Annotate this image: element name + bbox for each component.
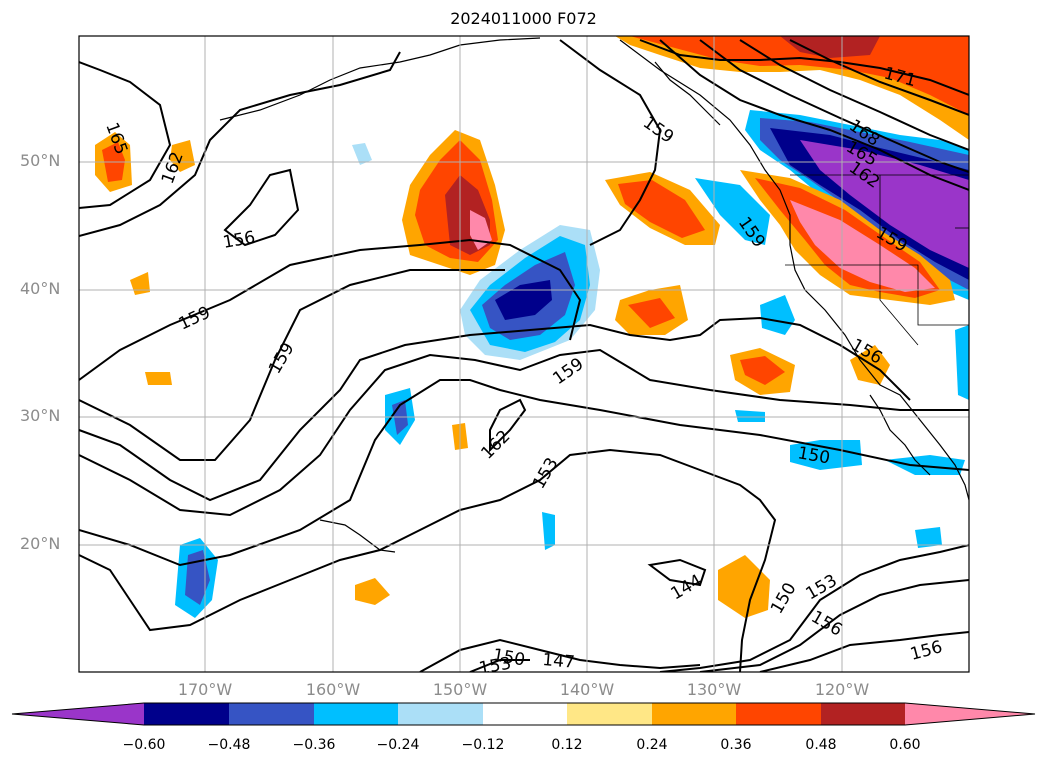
shading-layer xyxy=(95,36,969,618)
colorbar-label: −0.48 xyxy=(207,737,251,753)
borders xyxy=(785,174,969,346)
graticule xyxy=(79,36,969,672)
colorbar-swatch xyxy=(483,703,567,725)
contour-label: 147 xyxy=(542,650,576,673)
colorbar-label: 0.60 xyxy=(889,737,921,753)
contour-label: 153 xyxy=(477,654,512,679)
colorbar-swatch xyxy=(567,703,652,725)
map-title: 2024011000 F072 xyxy=(450,9,597,28)
lon-label: 160°W xyxy=(305,680,361,699)
lon-label: 170°W xyxy=(177,680,233,699)
colorbar-swatch xyxy=(144,703,229,725)
colorbar-extend-left xyxy=(12,703,144,725)
lat-label: 50°N xyxy=(20,151,61,170)
colorbar-label: −0.36 xyxy=(292,737,336,753)
lat-label: 30°N xyxy=(20,406,61,425)
colorbar-label: 0.24 xyxy=(636,737,668,753)
height-contours xyxy=(79,39,969,672)
colorbar-label: −0.12 xyxy=(461,737,505,753)
colorbar-swatch xyxy=(398,703,483,725)
colorbar-label: −0.24 xyxy=(376,737,420,753)
lon-label: 130°W xyxy=(686,680,742,699)
colorbar-label: 0.36 xyxy=(720,737,752,753)
colorbar-label: 0.48 xyxy=(805,737,837,753)
lat-label: 20°N xyxy=(20,534,61,553)
lon-label: 150°W xyxy=(432,680,488,699)
colorbar-label: −0.60 xyxy=(122,737,166,753)
colorbar-label: 0.12 xyxy=(551,737,583,753)
colorbar-swatch xyxy=(229,703,314,725)
lat-label: 40°N xyxy=(20,279,61,298)
lon-label: 120°W xyxy=(814,680,870,699)
colorbar-swatch xyxy=(652,703,736,725)
colorbar-swatch xyxy=(314,703,398,725)
colorbar-extend-right xyxy=(905,703,1035,725)
colorbar-swatch xyxy=(821,703,905,725)
colorbar-swatch xyxy=(736,703,821,725)
colorbar xyxy=(11,702,1036,726)
map-frame xyxy=(78,35,970,673)
lon-label: 140°W xyxy=(559,680,615,699)
